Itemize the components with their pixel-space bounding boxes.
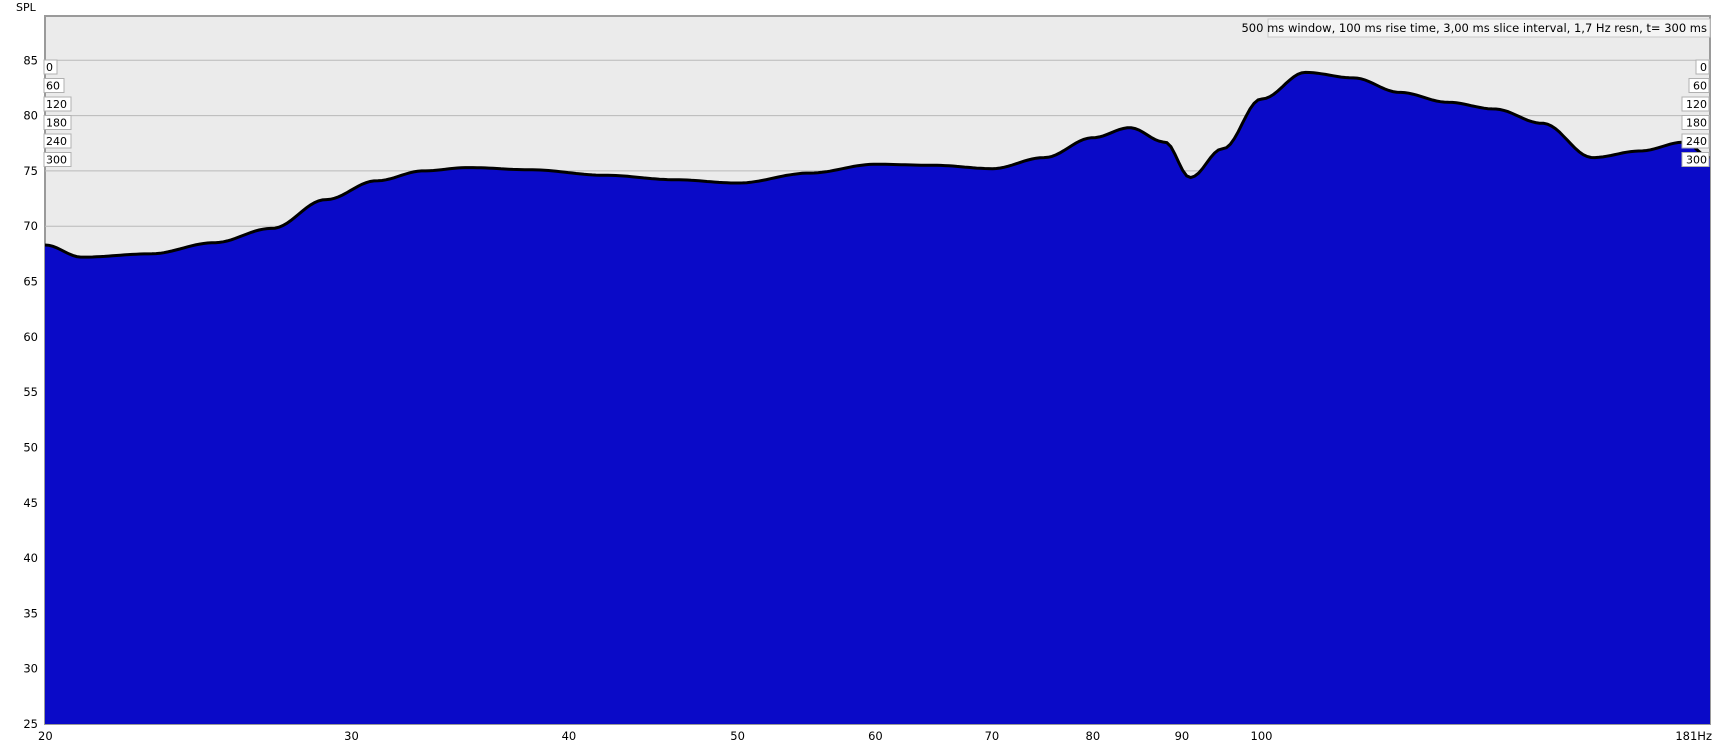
time-label-box-left: [43, 152, 72, 167]
time-label-box-left: [43, 59, 58, 75]
x-tick-80: 80: [1086, 729, 1101, 743]
y-tick-30: 30: [23, 662, 38, 676]
y-tick-25: 25: [23, 717, 38, 731]
time-label-box-right: [1688, 78, 1710, 93]
y-tick-75: 75: [23, 164, 38, 178]
y-tick-35: 35: [23, 606, 38, 620]
y-tick-85: 85: [23, 53, 38, 67]
y-tick-65: 65: [23, 275, 38, 289]
time-label-box-left: [43, 115, 72, 130]
time-label-left-300: 300: [46, 154, 67, 167]
x-tick-100: 100: [1251, 729, 1273, 743]
y-tick-45: 45: [23, 496, 38, 510]
time-label-box-right: [1681, 133, 1710, 149]
x-tick-70: 70: [985, 729, 1000, 743]
x-tick-20: 20: [38, 729, 53, 743]
time-label-right-300: 300: [1686, 154, 1707, 167]
x-tick-labels: 20 30 40 50 60 70 80 90 100 181Hz: [38, 729, 1712, 743]
time-label-box-right: [1695, 59, 1710, 75]
x-tick-40: 40: [562, 729, 577, 743]
x-tick-90: 90: [1175, 729, 1190, 743]
time-label-left-120: 120: [46, 98, 67, 111]
time-label-box-left: [43, 78, 65, 93]
time-label-right-0: 0: [1700, 61, 1707, 74]
x-tick-30: 30: [344, 729, 359, 743]
slice-fill: [45, 72, 1710, 724]
time-label-right-60: 60: [1693, 80, 1707, 93]
y-tick-80: 80: [23, 109, 38, 123]
y-tick-70: 70: [23, 219, 38, 233]
y-axis-title: SPL: [16, 1, 37, 14]
y-tick-55: 55: [23, 385, 38, 399]
time-label-left-180: 180: [46, 117, 67, 130]
y-tick-50: 50: [23, 440, 38, 454]
x-tick-50: 50: [730, 729, 745, 743]
time-label-box-left: [43, 96, 72, 112]
time-label-box-right: [1681, 152, 1710, 167]
x-tick-181: 181Hz: [1675, 729, 1712, 743]
time-label-box-right: [1681, 96, 1710, 112]
time-labels: 0 0 60 60 120 120 180 180 240 240 300 300: [43, 59, 1710, 167]
time-label-box-left: [43, 133, 72, 149]
y-tick-40: 40: [23, 551, 38, 565]
x-tick-60: 60: [868, 729, 883, 743]
y-tick-labels: 25 30 35 40 45 50 55 60 65 70 75 80 85: [23, 53, 38, 731]
time-label-left-60: 60: [46, 80, 60, 93]
time-label-right-240: 240: [1686, 135, 1707, 148]
time-label-right-120: 120: [1686, 98, 1707, 111]
time-label-left-0: 0: [46, 61, 53, 74]
front-slice-line: [45, 70, 1710, 259]
waterfall-slices: [45, 70, 1710, 724]
y-tick-60: 60: [23, 330, 38, 344]
time-label-right-180: 180: [1686, 117, 1707, 130]
time-label-left-240: 240: [46, 135, 67, 148]
time-label-box-right: [1681, 115, 1710, 130]
header-text: 500 ms window, 100 ms rise time, 3,00 ms…: [1241, 21, 1707, 35]
header-box: [1267, 18, 1711, 38]
